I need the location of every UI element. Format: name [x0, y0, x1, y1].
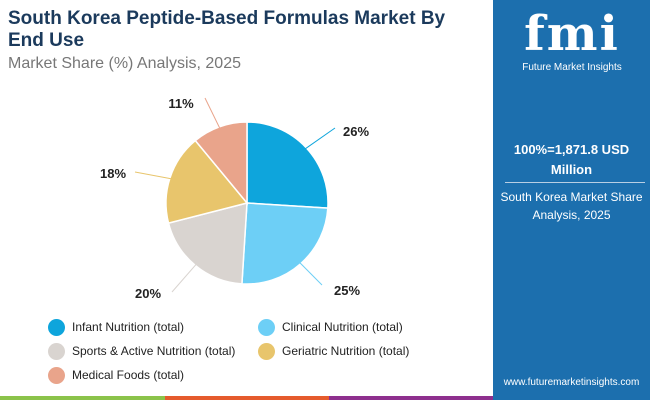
legend-item: Infant Nutrition (total)	[48, 318, 258, 336]
legend-label: Clinical Nutrition (total)	[282, 320, 403, 334]
logo-name: Future Market Insights	[522, 62, 622, 73]
pie-slice	[246, 121, 329, 209]
pie-slice	[165, 139, 249, 225]
legend-swatch	[48, 366, 65, 384]
pie-slice	[241, 202, 329, 285]
data-label: 11%	[168, 96, 194, 111]
legend-label: Infant Nutrition (total)	[72, 320, 185, 334]
leader-line	[204, 97, 222, 131]
logo-mark: fmi	[524, 6, 620, 62]
legend-swatch	[258, 318, 275, 336]
pie-chart: 26% 25% 20% 18% 11%	[100, 96, 369, 301]
website-link[interactable]: www.futuremarketinsights.com	[503, 377, 640, 388]
footer-bar-purple	[329, 396, 493, 400]
legend-item: Geriatric Nutrition (total)	[258, 342, 468, 360]
data-label: 26%	[343, 124, 369, 139]
legend-swatch	[48, 342, 65, 360]
data-label: 25%	[334, 283, 360, 298]
fmi-logo: fmi Future Market Insights	[517, 8, 627, 73]
leader-line	[297, 260, 323, 286]
legend-item: Medical Foods (total)	[48, 366, 258, 384]
legend-item: Clinical Nutrition (total)	[258, 318, 468, 336]
panel-description: South Korea Market Share Analysis, 2025	[500, 190, 643, 222]
leader-line	[171, 262, 199, 293]
leader-line	[302, 127, 336, 151]
data-label: 18%	[100, 166, 126, 181]
legend-item: Sports & Active Nutrition (total)	[48, 342, 258, 360]
leader-line	[134, 171, 174, 180]
footer-bar-orange	[165, 396, 329, 400]
market-total: 100%=1,871.8 USD Million	[513, 142, 630, 177]
legend-label: Medical Foods (total)	[72, 368, 185, 382]
info-panel: fmi Future Market Insights 100%=1,871.8 …	[493, 0, 650, 400]
chart-subtitle: Market Share (%) Analysis, 2025	[8, 55, 241, 72]
legend-swatch	[48, 318, 65, 336]
legend-label: Sports & Active Nutrition (total)	[72, 344, 236, 358]
data-label: 20%	[135, 286, 161, 301]
legend: Infant Nutrition (total) Clinical Nutrit…	[48, 318, 478, 384]
divider	[505, 182, 645, 183]
footer-bar-green	[0, 396, 165, 400]
legend-label: Geriatric Nutrition (total)	[282, 344, 410, 358]
chart-title: South Korea Peptide-Based Formulas Marke…	[8, 8, 446, 51]
legend-swatch	[258, 342, 275, 360]
